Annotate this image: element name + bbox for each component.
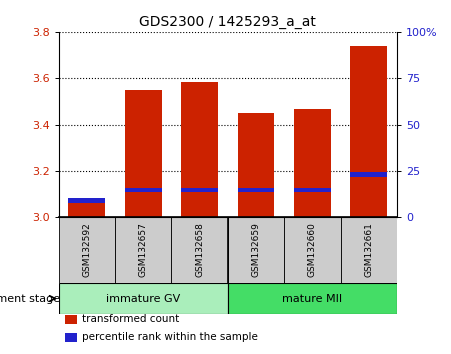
Bar xyxy=(294,188,331,192)
Bar xyxy=(350,46,387,217)
Text: GSM132592: GSM132592 xyxy=(83,222,91,277)
FancyBboxPatch shape xyxy=(341,217,397,283)
Bar xyxy=(181,188,218,192)
Bar xyxy=(125,90,161,217)
Bar xyxy=(238,188,274,192)
Title: GDS2300 / 1425293_a_at: GDS2300 / 1425293_a_at xyxy=(139,16,316,29)
FancyBboxPatch shape xyxy=(59,217,115,283)
FancyBboxPatch shape xyxy=(59,283,228,314)
FancyBboxPatch shape xyxy=(171,217,228,283)
Text: GSM132660: GSM132660 xyxy=(308,222,317,277)
Bar xyxy=(65,315,77,324)
Text: GSM132659: GSM132659 xyxy=(252,222,260,277)
Bar xyxy=(65,333,77,342)
FancyBboxPatch shape xyxy=(228,217,284,283)
Bar xyxy=(69,199,105,202)
Text: GSM132661: GSM132661 xyxy=(364,222,373,277)
Text: percentile rank within the sample: percentile rank within the sample xyxy=(83,332,258,342)
FancyBboxPatch shape xyxy=(115,217,171,283)
Text: mature MII: mature MII xyxy=(282,293,342,303)
Bar xyxy=(125,188,161,192)
Bar xyxy=(350,172,387,177)
Bar xyxy=(69,201,105,217)
FancyBboxPatch shape xyxy=(228,283,397,314)
Text: immature GV: immature GV xyxy=(106,293,180,303)
Text: transformed count: transformed count xyxy=(83,314,179,324)
Text: GSM132657: GSM132657 xyxy=(139,222,147,277)
Text: GSM132658: GSM132658 xyxy=(195,222,204,277)
FancyBboxPatch shape xyxy=(284,217,341,283)
Bar xyxy=(294,109,331,217)
Text: development stage: development stage xyxy=(0,293,60,303)
Bar xyxy=(181,82,218,217)
Bar xyxy=(238,113,274,217)
